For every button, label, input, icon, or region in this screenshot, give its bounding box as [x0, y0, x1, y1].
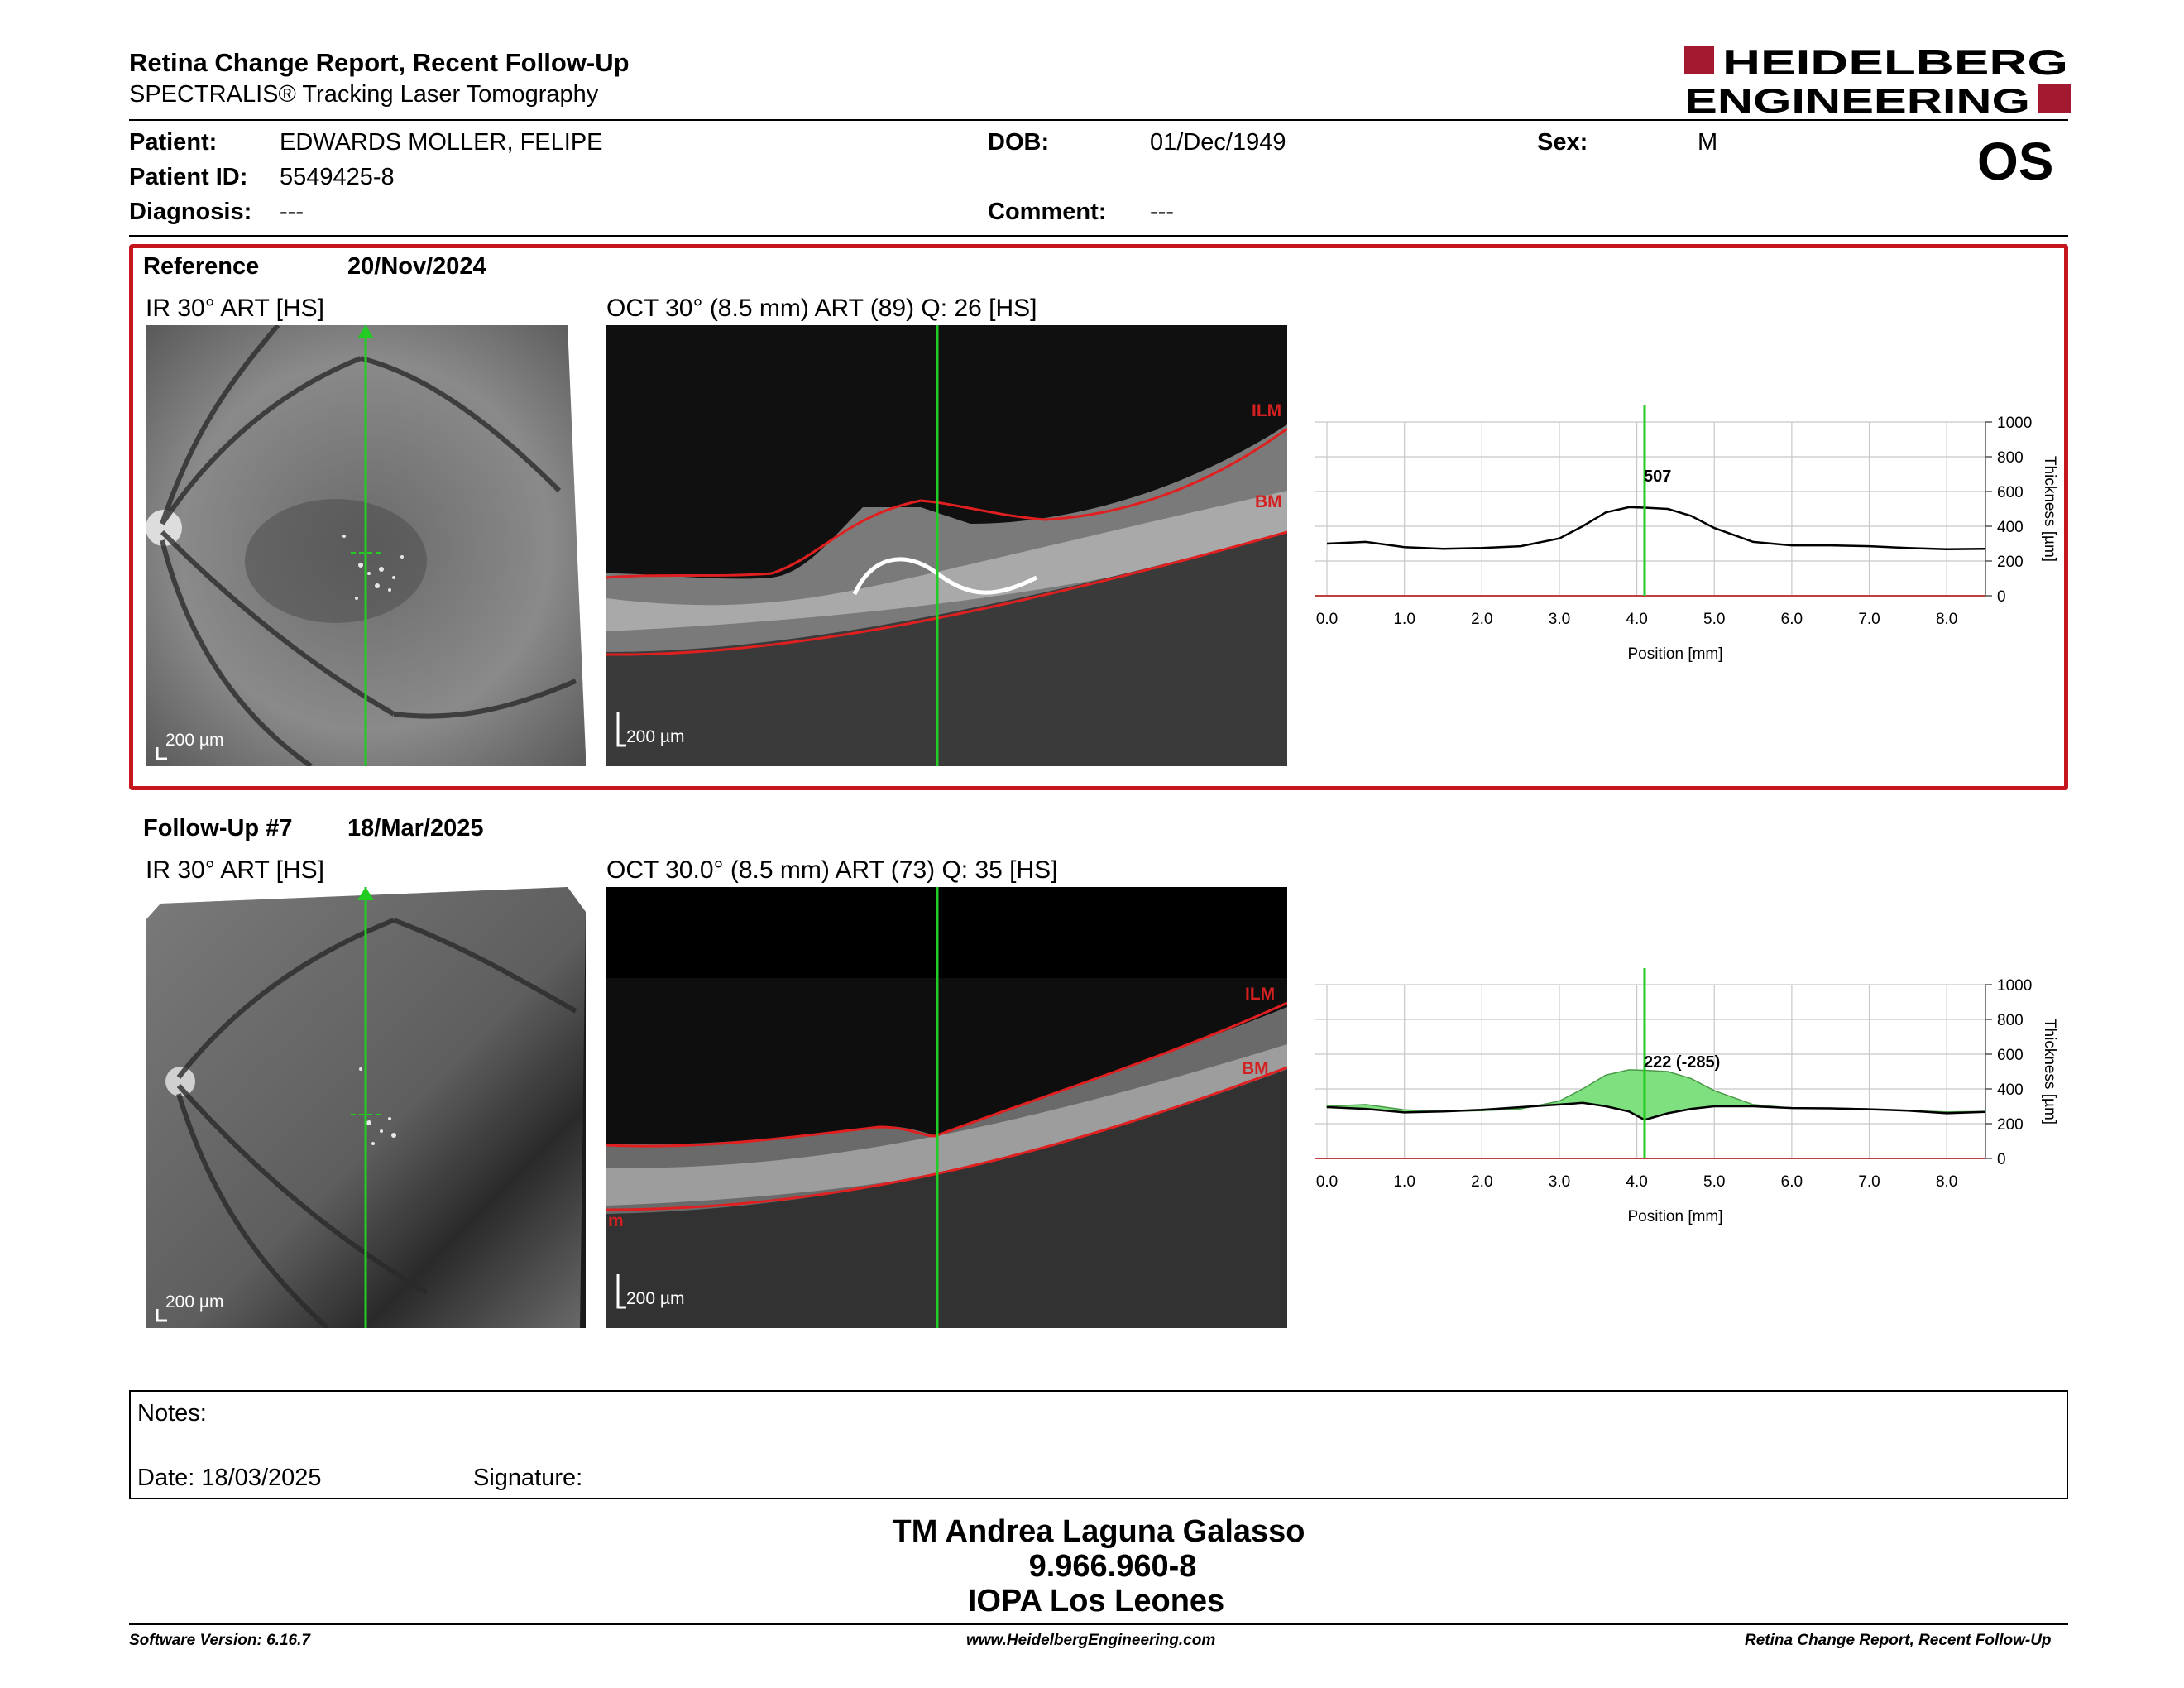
comment-label: Comment:: [988, 199, 1107, 225]
notes-box[interactable]: Notes: Date: 18/03/2025 Signature:: [129, 1390, 2068, 1499]
diagnosis-value: ---: [280, 199, 304, 225]
followup-marker-label: 222 (-285): [1644, 1053, 1721, 1072]
notes-label: Notes:: [137, 1400, 207, 1427]
fundus-drawing: [146, 325, 586, 766]
sex-label: Sex:: [1537, 129, 1588, 156]
reference-chart-xtick: 7.0: [1858, 611, 1880, 628]
reference-chart-xtick: 3.0: [1549, 611, 1570, 628]
followup-chart-xtick: 7.0: [1858, 1173, 1880, 1191]
followup-oct-image[interactable]: ILM BM m 200 µm: [606, 887, 1287, 1328]
followup-chart-xtick: 2.0: [1471, 1173, 1492, 1191]
followup-chart-ytick: 600: [1997, 1047, 2024, 1064]
fundus-drawing: [146, 887, 586, 1328]
reference-chart-xtick: 2.0: [1471, 611, 1492, 628]
reference-chart-ytick: 0: [1997, 588, 2006, 606]
followup-date: 18/Mar/2025: [347, 815, 484, 842]
reference-chart-xlabel: Position [mm]: [1627, 645, 1722, 663]
followup-chart-xtick: 5.0: [1703, 1173, 1725, 1191]
patient-id: 5549425-8: [280, 164, 395, 190]
reference-thickness-chart: 0.0 1.0 2.0 3.0 4.0 5.0 6.0 7.0 8.0 0 200 400 600 800…: [1315, 405, 2058, 663]
reference-chart-xtick: 0.0: [1316, 611, 1338, 628]
logo-line1: HEIDELBERG: [1722, 43, 2068, 82]
followup-chart-xtick: 8.0: [1936, 1173, 1957, 1191]
followup-chart-xtick: 0.0: [1316, 1173, 1338, 1191]
reference-chart-ytick: 1000: [1997, 415, 2032, 432]
comment-value: ---: [1150, 199, 1174, 225]
reference-chart-ytick: 400: [1997, 519, 2024, 536]
followup-chart-xtick: 3.0: [1549, 1173, 1570, 1191]
followup-chart-xtick: 4.0: [1626, 1173, 1647, 1191]
signer-id: 9.966.960-8: [1028, 1549, 1197, 1584]
reference-oct-image[interactable]: ILM BM 200 µm: [606, 325, 1287, 766]
followup-label: Follow-Up #7: [143, 815, 293, 842]
reference-oct-scale: 200 µm: [626, 727, 685, 746]
reference-bm-label: BM: [1255, 492, 1282, 511]
followup-chart-xtick: 1.0: [1393, 1173, 1415, 1191]
reference-ir-scale: 200 µm: [165, 731, 224, 750]
reference-chart-xtick: 4.0: [1626, 611, 1647, 628]
followup-chart-ytick: 800: [1997, 1012, 2024, 1029]
reference-frame: [129, 244, 2068, 790]
reference-chart-ytick: 600: [1997, 484, 2024, 501]
footer-report-name: Retina Change Report, Recent Follow-Up: [1745, 1632, 2052, 1649]
reference-chart-ylabel: Thickness [µm]: [2041, 456, 2058, 562]
followup-thickness-chart: 0.0 1.0 2.0 3.0 4.0 5.0 6.0 7.0 8.0 0 200 400 600 800…: [1315, 968, 2058, 1225]
footer-software-version: Software Version: 6.16.7: [129, 1632, 310, 1649]
sex-value: M: [1698, 129, 1718, 156]
signer-name: TM Andrea Laguna Galasso: [892, 1514, 1305, 1549]
followup-chart-ytick: 400: [1997, 1081, 2024, 1099]
reference-marker-label: 507: [1644, 468, 1672, 486]
oct-drawing: [606, 887, 1287, 1328]
followup-chart-ytick: 0: [1997, 1151, 2006, 1168]
notes-date: Date: 18/03/2025: [137, 1465, 322, 1491]
reference-chart-xtick: 8.0: [1936, 611, 1957, 628]
dob-value: 01/Dec/1949: [1150, 129, 1286, 156]
followup-ilm-label: ILM: [1245, 985, 1276, 1004]
logo-line2: ENGINEERING: [1684, 81, 2030, 117]
followup-ir-image[interactable]: 200 µm: [146, 887, 586, 1328]
followup-chart-xtick: 6.0: [1781, 1173, 1803, 1191]
heidelberg-logo: HEIDELBERG ENGINEERING: [1684, 43, 2071, 117]
notes-signature-label: Signature:: [473, 1465, 583, 1491]
followup-chart-ylabel: Thickness [µm]: [2041, 1019, 2058, 1125]
footer-divider: [129, 1623, 2068, 1625]
followup-oct-caption: OCT 30.0° (8.5 mm) ART (73) Q: 35 [HS]: [606, 856, 1058, 884]
reference-ilm-label: ILM: [1252, 401, 1282, 420]
followup-bm-label: BM: [1242, 1059, 1269, 1078]
reference-chart-xtick: 1.0: [1393, 611, 1415, 628]
report-subtitle: SPECTRALIS® Tracking Laser Tomography: [129, 81, 599, 108]
followup-chart-ytick: 200: [1997, 1116, 2024, 1134]
followup-chart-xlabel: Position [mm]: [1627, 1208, 1722, 1225]
signer-institution: IOPA Los Leones: [967, 1584, 1225, 1618]
footer-url[interactable]: www.HeidelbergEngineering.com: [966, 1632, 1216, 1649]
header-divider: [129, 119, 2068, 121]
reference-date: 20/Nov/2024: [347, 253, 486, 280]
followup-chart-ytick: 1000: [1997, 977, 2032, 995]
reference-label: Reference: [143, 253, 260, 280]
reference-chart-thickness-line: [1326, 506, 1986, 550]
patient-name: EDWARDS MOLLER, FELIPE: [280, 129, 603, 156]
patient-divider: [129, 235, 2068, 237]
reference-oct-caption: OCT 30° (8.5 mm) ART (89) Q: 26 [HS]: [606, 295, 1037, 322]
followup-oct-scale: 200 µm: [626, 1289, 685, 1308]
reference-ir-caption: IR 30° ART [HS]: [146, 295, 324, 322]
reference-chart-xtick: 5.0: [1703, 611, 1725, 628]
reference-chart-xtick: 6.0: [1781, 611, 1803, 628]
eye-indicator: OS: [1977, 132, 2054, 191]
oct-drawing: [606, 325, 1287, 766]
reference-chart-ytick: 800: [1997, 449, 2024, 467]
dob-label: DOB:: [988, 129, 1050, 156]
report-title: Retina Change Report, Recent Follow-Up: [129, 48, 630, 77]
patient-name-label: Patient:: [129, 129, 218, 156]
diagnosis-label: Diagnosis:: [129, 199, 252, 225]
followup-ir-caption: IR 30° ART [HS]: [146, 856, 324, 884]
reference-chart-ytick: 200: [1997, 554, 2024, 571]
patient-id-label: Patient ID:: [129, 164, 248, 190]
reference-ir-image[interactable]: 200 µm: [146, 325, 586, 766]
followup-edge-label: m: [608, 1211, 624, 1230]
followup-ir-scale: 200 µm: [165, 1292, 224, 1312]
